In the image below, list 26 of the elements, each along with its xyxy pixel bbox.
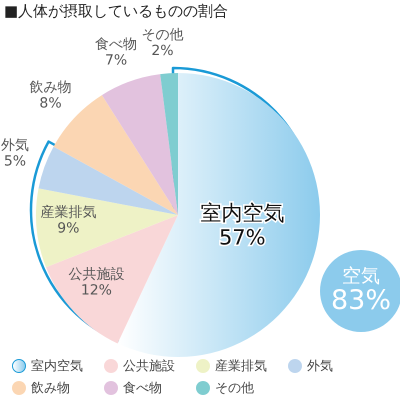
- slice-label: その他: [141, 26, 184, 43]
- slice-label: 室内空気: [200, 201, 284, 226]
- legend-label: 外気: [307, 358, 333, 375]
- slice-label: 公共施設: [68, 266, 124, 282]
- data-label: 12%: [80, 282, 112, 299]
- chart-title: ■人体が摂取しているものの割合: [4, 2, 228, 21]
- legend-label: 産業排気: [215, 358, 267, 375]
- slice-label: 外気: [0, 138, 29, 154]
- data-label: 7%: [104, 52, 128, 69]
- slice-label: 飲み物: [30, 79, 72, 96]
- data-label: 9%: [57, 220, 80, 236]
- pie-slice: [36, 188, 178, 268]
- legend-label: 公共施設: [123, 358, 175, 375]
- pie-slice: [160, 73, 178, 215]
- data-label: 57%: [218, 225, 266, 250]
- legend-label: 食べ物: [123, 380, 162, 396]
- pie-slice: [102, 74, 178, 215]
- legend-label: 飲み物: [31, 380, 70, 396]
- data-label: 8%: [39, 96, 62, 112]
- badge-circle: 空気 83%: [320, 250, 400, 332]
- slice-label: 食べ物: [95, 36, 138, 52]
- data-label: 2%: [151, 42, 174, 59]
- data-label: 5%: [4, 154, 26, 170]
- legend-label: その他: [215, 380, 254, 396]
- legend-label: 室内空気: [31, 358, 83, 375]
- slice-label: 産業排気: [40, 204, 96, 220]
